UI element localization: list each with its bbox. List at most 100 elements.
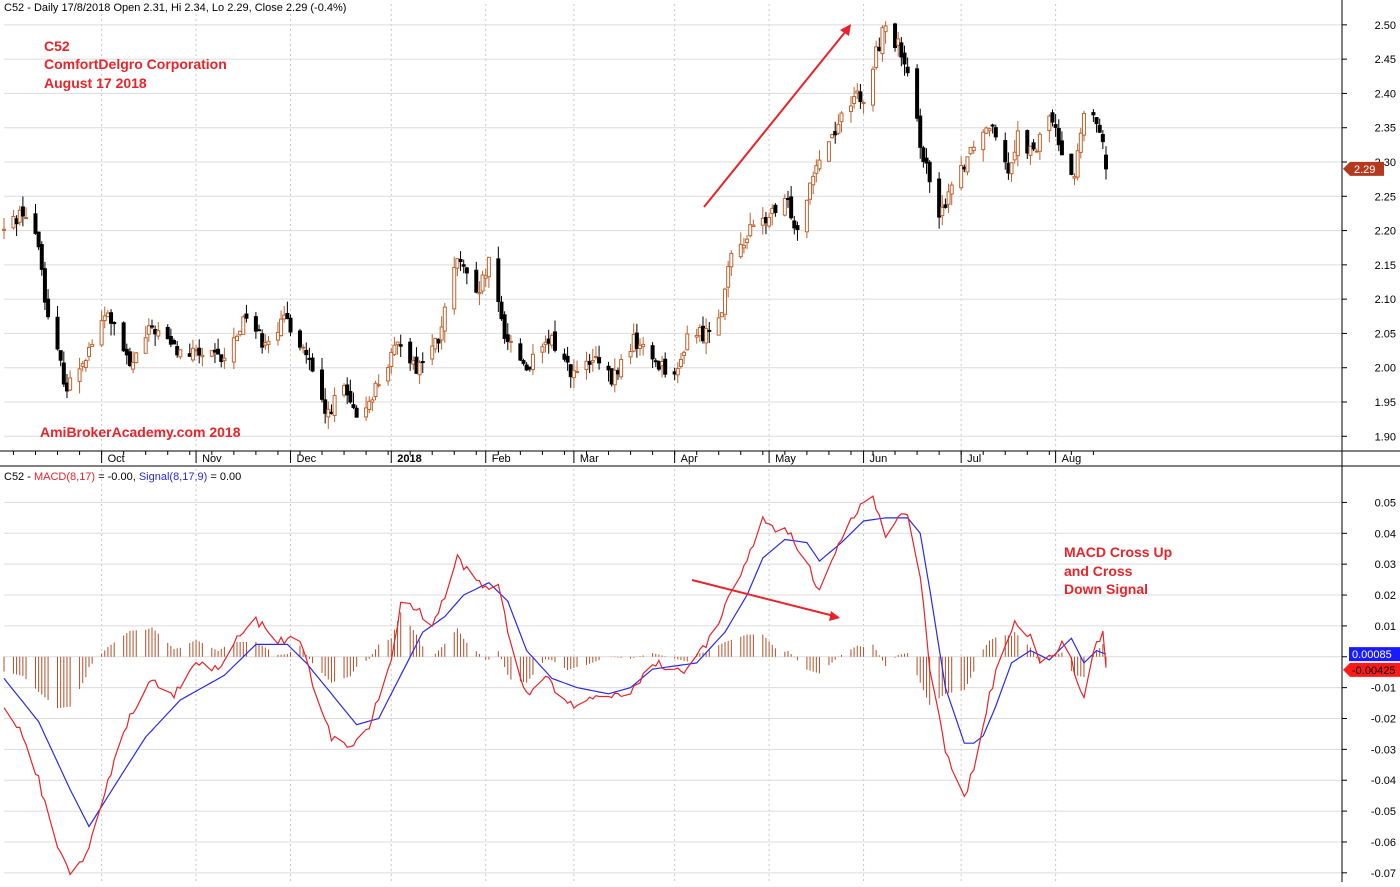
candle-body[interactable]: [634, 332, 639, 350]
candle-body[interactable]: [697, 327, 702, 337]
candle-body[interactable]: [458, 258, 463, 263]
candle-body[interactable]: [530, 353, 535, 371]
candle-body[interactable]: [540, 346, 545, 353]
candle-body[interactable]: [392, 344, 397, 356]
candle-body[interactable]: [826, 141, 831, 162]
candle-body[interactable]: [899, 42, 904, 58]
candle-body[interactable]: [143, 337, 148, 354]
candle-body[interactable]: [704, 327, 709, 344]
candle-body[interactable]: [253, 316, 258, 332]
candle-body[interactable]: [597, 357, 602, 364]
candle-body[interactable]: [641, 344, 646, 348]
candle-body[interactable]: [745, 238, 750, 244]
candle-body[interactable]: [297, 330, 302, 348]
candle-body[interactable]: [543, 341, 548, 346]
candle-body[interactable]: [222, 357, 227, 362]
candle-body[interactable]: [480, 274, 485, 292]
candle-body[interactable]: [266, 340, 271, 345]
candle-body[interactable]: [499, 301, 504, 320]
candle-body[interactable]: [795, 225, 800, 231]
candle-body[interactable]: [719, 312, 724, 318]
candle-body[interactable]: [14, 218, 19, 225]
candle-body[interactable]: [348, 391, 353, 403]
candle-body[interactable]: [527, 366, 532, 370]
candle-body[interactable]: [1031, 142, 1036, 150]
candle-body[interactable]: [131, 361, 136, 370]
candle-body[interactable]: [168, 335, 173, 345]
candle-body[interactable]: [288, 317, 293, 333]
candle-body[interactable]: [584, 360, 589, 370]
candle-body[interactable]: [804, 199, 809, 233]
candle-body[interactable]: [326, 408, 331, 418]
candle-body[interactable]: [861, 101, 866, 104]
candle-body[interactable]: [301, 346, 306, 349]
candle-body[interactable]: [109, 312, 114, 324]
candle-body[interactable]: [1003, 140, 1008, 163]
candle-body[interactable]: [836, 123, 841, 134]
candle-body[interactable]: [631, 333, 636, 352]
candle-body[interactable]: [342, 385, 347, 396]
candle-body[interactable]: [172, 340, 177, 345]
candle-body[interactable]: [965, 156, 970, 173]
candle-body[interactable]: [323, 399, 328, 414]
candle-body[interactable]: [902, 52, 907, 65]
candle-body[interactable]: [650, 345, 655, 360]
candle-body[interactable]: [464, 267, 469, 274]
candle-body[interactable]: [436, 338, 441, 344]
candle-body[interactable]: [64, 382, 69, 392]
candle-body[interactable]: [351, 404, 356, 408]
candle-body[interactable]: [848, 105, 853, 112]
candle-body[interactable]: [716, 317, 721, 336]
candle-body[interactable]: [729, 252, 734, 268]
candle-body[interactable]: [593, 355, 598, 358]
candle-body[interactable]: [77, 368, 82, 382]
candle-body[interactable]: [549, 334, 554, 346]
candle-body[interactable]: [918, 115, 923, 148]
candle-body[interactable]: [615, 370, 620, 375]
candle-body[interactable]: [200, 354, 205, 358]
candle-body[interactable]: [609, 368, 614, 385]
candle-body[interactable]: [320, 369, 325, 400]
candle-body[interactable]: [858, 91, 863, 102]
candle-body[interactable]: [486, 256, 491, 278]
candle-body[interactable]: [893, 23, 898, 48]
candle-body[interactable]: [2, 228, 6, 231]
candle-body[interactable]: [760, 217, 765, 226]
candle-body[interactable]: [915, 68, 920, 119]
candle-body[interactable]: [178, 349, 183, 358]
candle-body[interactable]: [364, 407, 369, 418]
candle-body[interactable]: [653, 360, 658, 363]
candle-body[interactable]: [1104, 154, 1108, 170]
candle-body[interactable]: [244, 313, 249, 319]
candle-body[interactable]: [61, 362, 66, 385]
candle-body[interactable]: [1034, 150, 1039, 153]
candle-body[interactable]: [921, 147, 926, 163]
candle-body[interactable]: [474, 269, 479, 293]
candle-body[interactable]: [568, 364, 573, 378]
candle-body[interactable]: [68, 377, 73, 391]
candle-body[interactable]: [370, 399, 375, 403]
candle-body[interactable]: [565, 355, 570, 363]
candle-body[interactable]: [817, 159, 822, 170]
candle-body[interactable]: [483, 275, 488, 279]
candle-body[interactable]: [741, 244, 746, 249]
candle-body[interactable]: [1053, 124, 1058, 128]
candle-body[interactable]: [946, 191, 951, 205]
candle-body[interactable]: [175, 346, 180, 356]
candle-body[interactable]: [24, 217, 29, 220]
candle-body[interactable]: [452, 266, 457, 310]
candle-body[interactable]: [502, 314, 507, 339]
candle-body[interactable]: [694, 334, 699, 338]
candle-body[interactable]: [785, 197, 790, 200]
candle-body[interactable]: [1091, 112, 1096, 116]
candle-body[interactable]: [395, 341, 400, 346]
candle-body[interactable]: [307, 357, 312, 360]
candle-body[interactable]: [855, 90, 860, 94]
candle-body[interactable]: [672, 371, 677, 375]
candle-body[interactable]: [553, 331, 557, 351]
candle-body[interactable]: [310, 357, 315, 372]
candle-body[interactable]: [707, 329, 712, 332]
candle-body[interactable]: [763, 216, 768, 224]
candle-body[interactable]: [260, 333, 265, 348]
candle-body[interactable]: [36, 231, 41, 248]
